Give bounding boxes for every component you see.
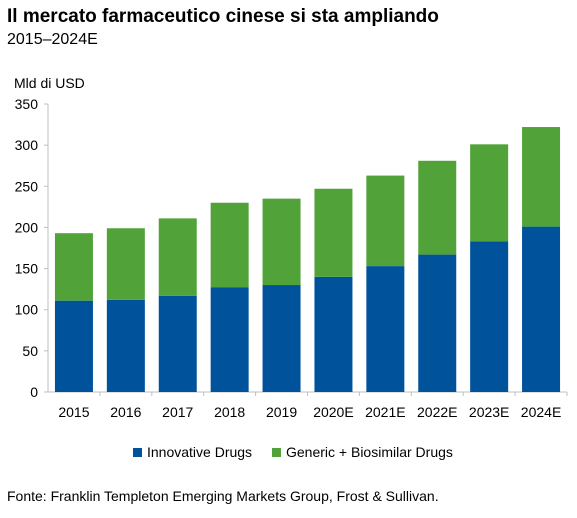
x-tick-label: 2021E [365, 404, 405, 420]
y-tick-label: 300 [15, 137, 39, 153]
bar-generic-2023E [470, 144, 509, 242]
bar-innovative-2023E [470, 241, 509, 392]
bar-innovative-2020E [314, 276, 353, 392]
bar-generic-2018 [210, 202, 249, 288]
legend-label-generic: Generic + Biosimilar Drugs [286, 444, 453, 460]
chart-title: Il mercato farmaceutico cinese si sta am… [7, 6, 439, 27]
x-tick-label: 2024E [521, 404, 561, 420]
x-tick-label: 2022E [417, 404, 457, 420]
bar-innovative-2024E [522, 226, 561, 392]
bar-innovative-2015 [54, 300, 93, 392]
y-tick-label: 350 [15, 96, 39, 112]
x-tick-label: 2019 [266, 404, 297, 420]
legend-swatch-innovative [133, 447, 142, 457]
legend-item-generic: Generic + Biosimilar Drugs [272, 444, 453, 460]
bar-innovative-2017 [158, 295, 197, 392]
chart-subtitle: 2015–2024E [7, 31, 98, 48]
y-axis-label: Mld di USD [14, 75, 85, 91]
y-tick-label: 100 [15, 302, 39, 318]
bar-generic-2017 [158, 218, 197, 296]
bar-generic-2020E [314, 188, 353, 277]
bar-generic-2015 [54, 233, 93, 301]
bar-innovative-2016 [106, 299, 145, 392]
y-tick-label: 200 [15, 219, 39, 235]
bar-generic-2022E [418, 160, 457, 255]
x-tick-label: 2017 [162, 404, 193, 420]
y-tick-label: 50 [22, 343, 38, 359]
bar-generic-2016 [106, 228, 145, 300]
x-tick-label: 2023E [469, 404, 509, 420]
x-tick-label: 2018 [214, 404, 245, 420]
bar-generic-2021E [366, 175, 405, 267]
bar-innovative-2022E [418, 254, 457, 392]
bar-innovative-2019 [262, 285, 301, 392]
y-tick-label: 250 [15, 178, 39, 194]
x-tick-label: 2020E [313, 404, 353, 420]
x-tick-label: 2016 [110, 404, 141, 420]
bar-generic-2019 [262, 198, 301, 286]
legend-swatch-generic [272, 447, 281, 457]
bar-generic-2024E [522, 127, 561, 227]
legend-item-innovative: Innovative Drugs [133, 444, 252, 460]
y-tick-label: 150 [15, 261, 39, 277]
bar-innovative-2021E [366, 266, 405, 392]
legend-label-innovative: Innovative Drugs [147, 444, 253, 460]
x-tick-label: 2015 [58, 404, 89, 420]
bar-innovative-2018 [210, 287, 249, 392]
stacked-bar-chart: 0 50 100 150 200 250 300 350 2015 2016 2017 2018 201… [15, 96, 568, 420]
source-note: Fonte: Franklin Templeton Emerging Marke… [7, 488, 439, 504]
y-tick-label: 0 [30, 384, 38, 400]
